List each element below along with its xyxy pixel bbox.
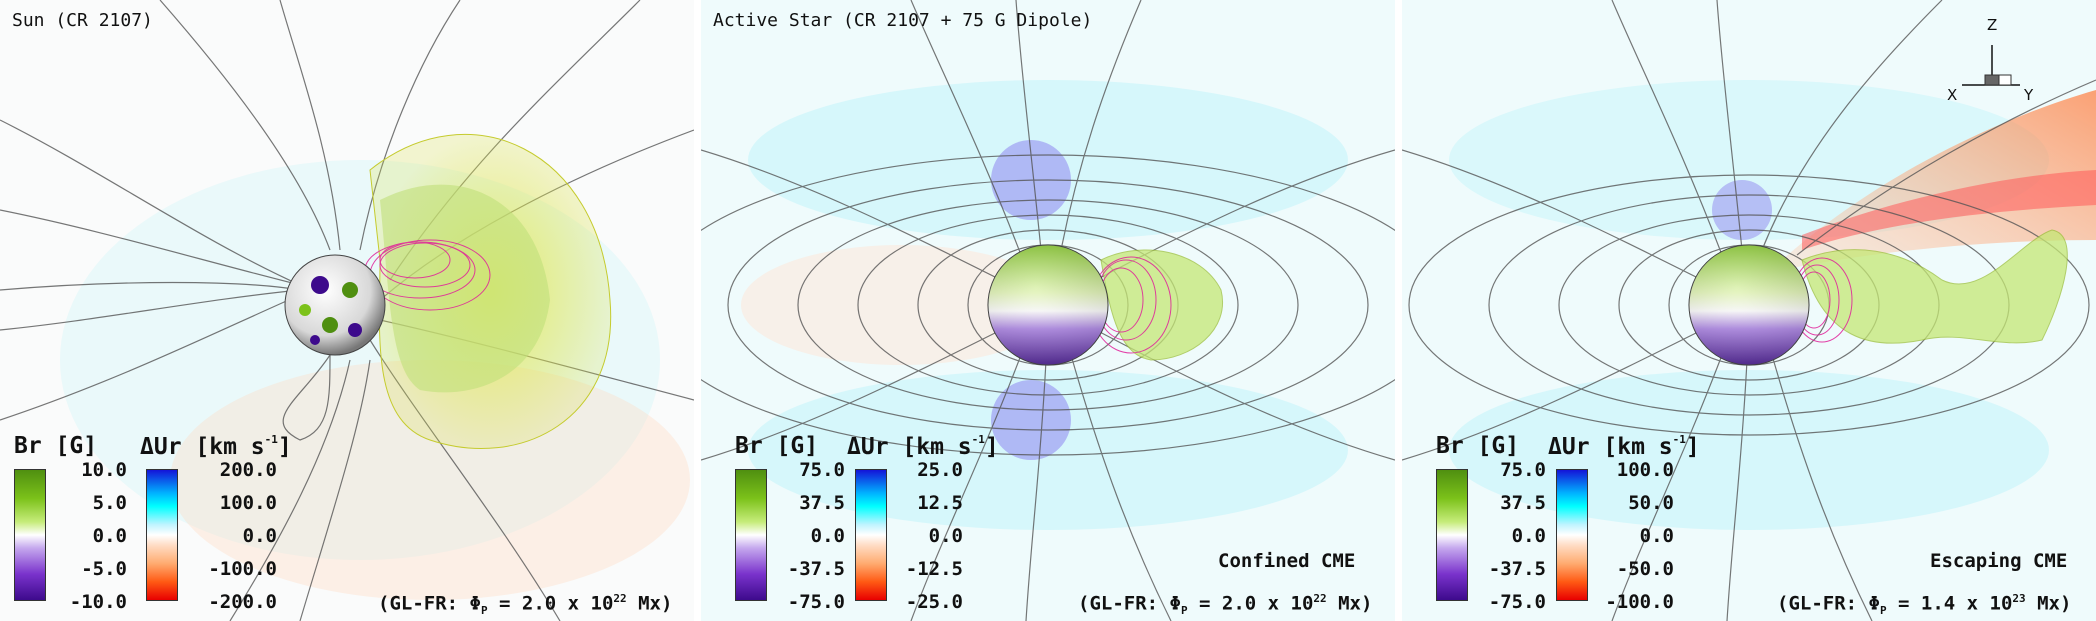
- br-colorbar: [735, 469, 767, 601]
- dur-tick: 100.0: [1616, 459, 1674, 481]
- br-tick: -75.0: [787, 591, 845, 613]
- dur-tick: 25.0: [917, 459, 963, 481]
- dur-tick: 12.5: [917, 492, 963, 514]
- br-tick: -10.0: [69, 591, 127, 613]
- dur-tick: 200.0: [219, 459, 277, 481]
- flux-rope-parameters: (GL-FR: ΦP = 1.4 x 1023 Mx): [1777, 592, 2072, 618]
- dur-tick: -100.0: [208, 558, 277, 580]
- panel-active-star-confined: Active Star (CR 2107 + 75 G Dipole) Br […: [701, 0, 1395, 621]
- br-tick: 0.0: [1511, 525, 1546, 547]
- br-tick: -5.0: [81, 558, 127, 580]
- dur-tick: 0.0: [242, 525, 277, 547]
- br-tick: 75.0: [1500, 459, 1546, 481]
- dur-tick: -12.5: [905, 558, 963, 580]
- dur-colorbar: [146, 469, 178, 601]
- axis-y-label: Y: [2024, 86, 2034, 104]
- dur-colorbar-title: ΔUr [km s-1]: [1548, 433, 1700, 460]
- br-colorbar-title: Br [G]: [14, 433, 98, 459]
- dur-tick: 0.0: [928, 525, 963, 547]
- active-star-scene-render: [701, 0, 1395, 621]
- br-colorbar-title: Br [G]: [1436, 433, 1520, 459]
- br-tick: 10.0: [81, 459, 127, 481]
- dur-colorbar: [1556, 469, 1588, 601]
- br-tick: 75.0: [799, 459, 845, 481]
- br-colorbar: [14, 469, 46, 601]
- dur-tick: -50.0: [1616, 558, 1674, 580]
- panel-active-star-escaping: Z X Y Br [G] ΔUr [km s-1] 75.0 37.5 0.0 …: [1402, 0, 2096, 621]
- dur-colorbar: [855, 469, 887, 601]
- dur-colorbar-title: ΔUr [km s-1]: [847, 433, 999, 460]
- axes-triad-icon: [1962, 45, 2020, 86]
- cme-outcome-label: Escaping CME: [1930, 550, 2068, 572]
- axis-x-label: X: [1947, 86, 1958, 104]
- escaping-cme-scene-render: [1402, 0, 2096, 621]
- dur-tick: 0.0: [1639, 525, 1674, 547]
- dur-tick: 50.0: [1628, 492, 1674, 514]
- br-colorbar: [1436, 469, 1468, 601]
- br-tick: -37.5: [787, 558, 845, 580]
- flux-rope-parameters: (GL-FR: ΦP = 2.0 x 1022 Mx): [1078, 592, 1373, 618]
- br-tick: 37.5: [799, 492, 845, 514]
- br-tick: 0.0: [92, 525, 127, 547]
- cme-outcome-label: Confined CME: [1218, 550, 1356, 572]
- br-tick: 0.0: [810, 525, 845, 547]
- dur-tick: -100.0: [1605, 591, 1674, 613]
- sun-scene-render: [0, 0, 694, 621]
- panel-title: Active Star (CR 2107 + 75 G Dipole): [713, 10, 1093, 31]
- dur-tick: -200.0: [208, 591, 277, 613]
- axis-z-label: Z: [1987, 16, 1998, 34]
- br-tick: -75.0: [1488, 591, 1546, 613]
- flux-rope-parameters: (GL-FR: ΦP = 2.0 x 1022 Mx): [378, 592, 673, 618]
- panel-sun: Sun (CR 2107) Br [G] ΔUr [km s-1] 10.0 5…: [0, 0, 694, 621]
- br-tick: -37.5: [1488, 558, 1546, 580]
- dur-tick: -25.0: [905, 591, 963, 613]
- dur-colorbar-title: ΔUr [km s-1]: [140, 433, 292, 460]
- br-colorbar-title: Br [G]: [735, 433, 819, 459]
- br-tick: 37.5: [1500, 492, 1546, 514]
- panel-title: Sun (CR 2107): [12, 10, 153, 31]
- dur-tick: 100.0: [219, 492, 277, 514]
- br-tick: 5.0: [92, 492, 127, 514]
